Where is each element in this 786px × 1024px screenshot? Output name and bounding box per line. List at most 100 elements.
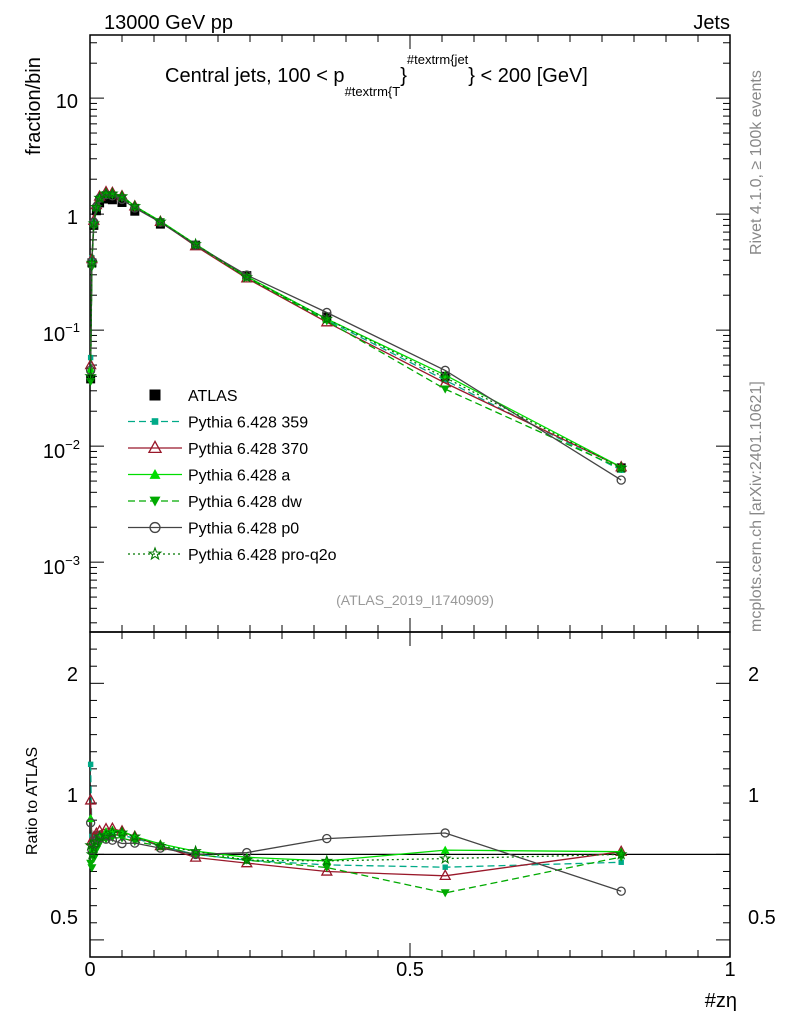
ratio-point-pythia-6-428-pro-q2o bbox=[90, 835, 103, 847]
data-point-pythia-6-428-dw bbox=[440, 385, 450, 394]
legend-label-pythia-6-428-pro-q2o: Pythia 6.428 pro-q2o bbox=[188, 547, 337, 564]
x-tick-label: 0 bbox=[84, 959, 95, 981]
ratio-frame bbox=[89, 631, 731, 958]
ratio-point-pythia-6-428-a bbox=[107, 825, 117, 834]
data-point-pythia-6-428-pro-q2o bbox=[189, 237, 202, 250]
data-point-pythia-6-428-p0 bbox=[117, 194, 127, 205]
legend-marker-pythia-6-428-359 bbox=[151, 418, 159, 425]
data-point-pythia-6-428-pro-q2o bbox=[87, 216, 101, 229]
ratio-point-pythia-6-428-p0 bbox=[117, 838, 127, 849]
ratio-point-pythia-6-428-p0 bbox=[85, 818, 96, 828]
ratio-point-pythia-6-428-359 bbox=[87, 761, 94, 768]
data-point-pythia-6-428-pro-q2o bbox=[320, 312, 334, 325]
main-y-tick-label: 10 bbox=[56, 91, 78, 113]
data-point-pythia-6-428-pro-q2o bbox=[240, 270, 254, 283]
ratio-point-pythia-6-428-dw bbox=[440, 889, 450, 898]
legend-label-atlas: ATLAS bbox=[188, 388, 238, 405]
ratio-point-pythia-6-428-dw bbox=[322, 863, 332, 873]
ratio-line-pythia-6-428-p0 bbox=[89, 822, 622, 892]
series-line-pythia-6-428-dw bbox=[89, 194, 622, 470]
legend-marker-pythia-6-428-370 bbox=[147, 440, 163, 454]
ratio-point-pythia-6-428-a bbox=[440, 845, 450, 854]
legend-label-pythia-6-428-p0: Pythia 6.428 p0 bbox=[188, 521, 299, 538]
chart-title: Central jets, 100 < p#textrm{T}#textrm{j… bbox=[165, 52, 588, 99]
ratio-point-pythia-6-428-359 bbox=[442, 864, 448, 870]
main-y-tick-label: 10−2 bbox=[43, 437, 80, 463]
ratio-point-pythia-6-428-pro-q2o bbox=[87, 841, 101, 854]
ratio-y-tick-label: 2 bbox=[67, 664, 78, 686]
y-axis-label-ratio: Ratio to ATLAS bbox=[24, 747, 41, 855]
series-line-pythia-6-428-pro-q2o bbox=[89, 193, 622, 469]
data-point-pythia-6-428-pro-q2o bbox=[154, 215, 167, 228]
legend-marker-pythia-6-428-p0 bbox=[149, 521, 161, 534]
ratio-point-pythia-6-428-370 bbox=[84, 793, 97, 805]
data-point-pythia-6-428-p0 bbox=[322, 307, 332, 318]
series-line-pythia-6-428-a bbox=[89, 192, 622, 468]
ratio-point-pythia-6-428-370 bbox=[439, 869, 452, 880]
ratio-point-pythia-6-428-p0 bbox=[190, 849, 201, 860]
data-point-pythia-6-428-p0 bbox=[130, 203, 140, 213]
legend-marker-pythia-6-428-pro-q2o bbox=[147, 546, 163, 561]
legend-label-pythia-6-428-370: Pythia 6.428 370 bbox=[188, 441, 308, 458]
ratio-point-pythia-6-428-359 bbox=[618, 859, 624, 865]
ratio-y-tick-label-right: 1 bbox=[748, 785, 759, 807]
header-left: 13000 GeV pp bbox=[104, 12, 233, 34]
ratio-y-tick-label-right: 0.5 bbox=[748, 907, 776, 929]
data-point-pythia-6-428-pro-q2o bbox=[438, 371, 452, 383]
mcplots-label: mcplots.cern.ch [arXiv:2401.10621] bbox=[748, 381, 765, 632]
rivet-label: Rivet 4.1.0, ≥ 100k events bbox=[748, 70, 765, 255]
ratio-y-tick-label: 1 bbox=[67, 785, 78, 807]
data-point-pythia-6-428-pro-q2o bbox=[106, 187, 119, 200]
x-tick-label: 1 bbox=[724, 959, 735, 981]
x-tick-label: 0.5 bbox=[396, 959, 424, 981]
data-point-pythia-6-428-pro-q2o bbox=[128, 199, 142, 212]
ratio-point-pythia-6-428-pro-q2o bbox=[115, 826, 129, 838]
ratio-point-pythia-6-428-dw bbox=[87, 864, 97, 873]
ratio-point-pythia-6-428-pro-q2o bbox=[189, 844, 202, 857]
data-point-pythia-6-428-pro-q2o bbox=[115, 189, 129, 202]
ratio-point-pythia-6-428-pro-q2o bbox=[438, 852, 452, 864]
ratio-point-pythia-6-428-pro-q2o bbox=[614, 847, 628, 860]
ratio-line-pythia-6-428-pro-q2o bbox=[89, 831, 622, 862]
ratio-point-pythia-6-428-370 bbox=[189, 850, 202, 862]
ratio-y-tick-label-right: 2 bbox=[748, 664, 759, 686]
ratio-y-tick-label: 0.5 bbox=[50, 907, 78, 929]
ratio-point-pythia-6-428-dw bbox=[86, 859, 96, 868]
legend-label-pythia-6-428-359: Pythia 6.428 359 bbox=[188, 415, 308, 432]
ratio-line-pythia-6-428-359 bbox=[89, 764, 622, 868]
legend-label-pythia-6-428-dw: Pythia 6.428 dw bbox=[188, 494, 302, 511]
main-frame bbox=[89, 34, 731, 633]
ratio-point-pythia-6-428-pro-q2o bbox=[154, 839, 167, 852]
data-point-atlas bbox=[117, 197, 127, 207]
ratio-point-pythia-6-428-p0 bbox=[107, 835, 118, 845]
x-axis-label: #zη bbox=[705, 990, 737, 1012]
legend-label-pythia-6-428-a: Pythia 6.428 a bbox=[188, 468, 290, 485]
ratio-point-pythia-6-428-370 bbox=[320, 864, 333, 876]
analysis-watermark: (ATLAS_2019_I1740909) bbox=[336, 592, 494, 608]
data-point-pythia-6-428-dw bbox=[616, 465, 626, 474]
ratio-point-pythia-6-428-p0 bbox=[155, 843, 166, 853]
data-point-pythia-6-428-pro-q2o bbox=[85, 256, 99, 269]
header-right: Jets bbox=[693, 12, 730, 34]
data-point-pythia-6-428-pro-q2o bbox=[84, 369, 97, 382]
data-point-pythia-6-428-p0 bbox=[616, 475, 626, 485]
data-point-pythia-6-428-pro-q2o bbox=[614, 461, 628, 474]
ratio-point-pythia-6-428-pro-q2o bbox=[320, 854, 334, 867]
data-point-pythia-6-428-pro-q2o bbox=[90, 200, 103, 213]
ratio-point-pythia-6-428-pro-q2o bbox=[128, 830, 142, 842]
ratio-point-pythia-6-428-pro-q2o bbox=[240, 853, 254, 866]
ratio-point-pythia-6-428-pro-q2o bbox=[106, 825, 119, 838]
data-point-pythia-6-428-p0 bbox=[190, 240, 201, 250]
chart-marks: ATLAS Pythia 6.428 359 Pythia 6.428 370 Pyt… bbox=[84, 34, 731, 958]
data-point-pythia-6-428-p0 bbox=[440, 365, 450, 376]
ratio-point-pythia-6-428-p0 bbox=[616, 886, 626, 896]
main-y-tick-label: 10−3 bbox=[43, 553, 80, 579]
series-line-pythia-6-428-p0 bbox=[89, 194, 622, 481]
ratio-point-pythia-6-428-p0 bbox=[440, 828, 450, 838]
legend-marker-atlas bbox=[149, 389, 161, 401]
ratio-point-pythia-6-428-p0 bbox=[322, 833, 332, 844]
legend-marker-pythia-6-428-dw bbox=[149, 496, 161, 507]
ratio-point-pythia-6-428-pro-q2o bbox=[99, 828, 113, 841]
legend-marker-pythia-6-428-a bbox=[149, 469, 161, 479]
